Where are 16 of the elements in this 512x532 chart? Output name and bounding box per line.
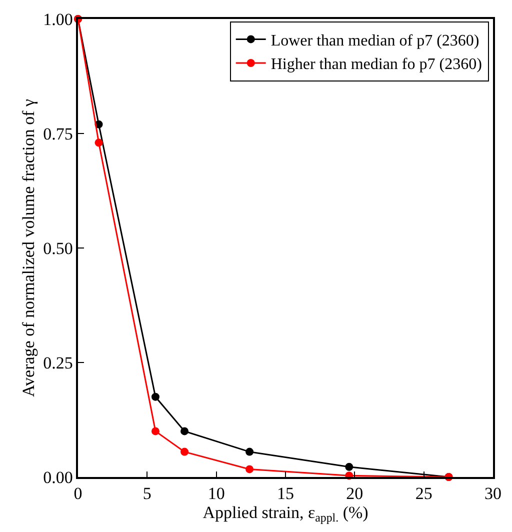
legend-label: Lower than median of p7 (2360) (270, 32, 480, 50)
x-tick-label: 5 (142, 484, 152, 504)
x-tick-label: 30 (484, 484, 502, 504)
y-tick-label: 0.00 (43, 468, 73, 487)
x-tick-label: 10 (208, 484, 225, 504)
y-tick-label: 0.25 (43, 353, 73, 372)
x-axis-title: Applied strain, ε$_{appl.}$ (%) (202, 503, 368, 525)
y-axis-title: Average of normalized volume fraction of γ (19, 98, 38, 397)
x-tick-label: 0 (74, 484, 82, 504)
y-tick-label: 0.50 (43, 238, 73, 258)
legend-label: Higher than median fo p7 (2360) (270, 56, 482, 74)
x-tick-label: 25 (415, 484, 432, 504)
x-tick-label: 15 (277, 484, 294, 504)
x-tick-label: 20 (346, 484, 364, 504)
y-tick-label: 0.75 (43, 124, 73, 144)
y-tick-label: 1.00 (43, 10, 73, 29)
